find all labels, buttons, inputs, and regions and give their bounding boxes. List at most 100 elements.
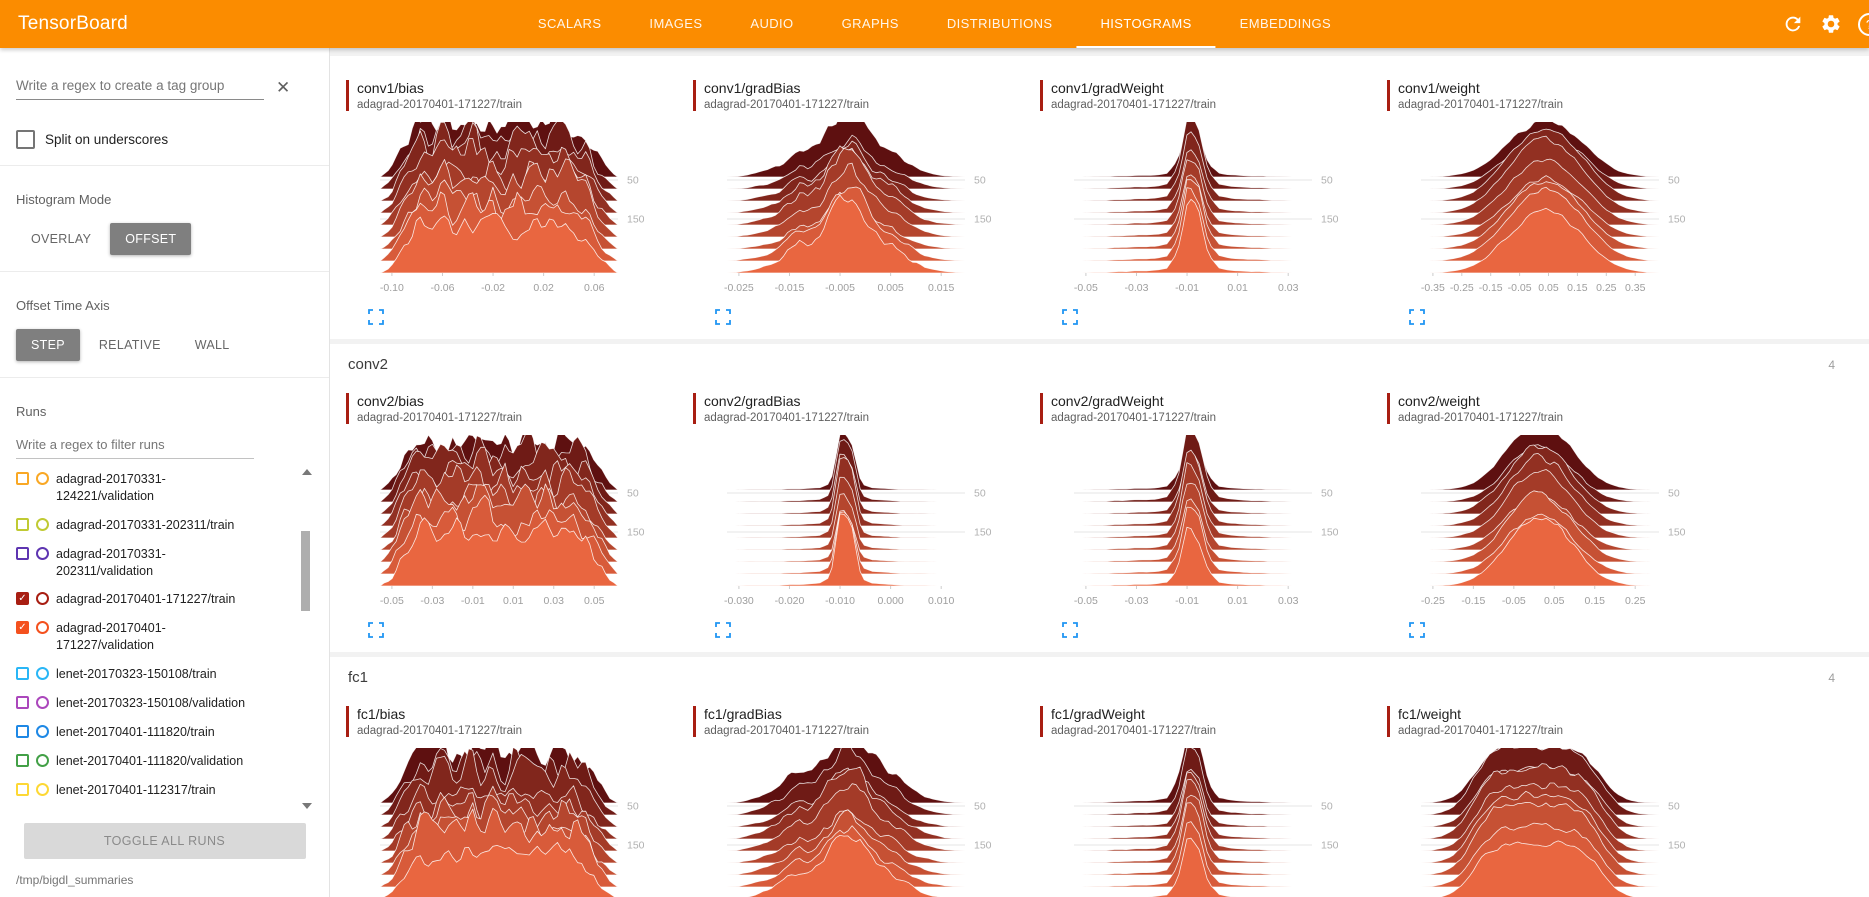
expand-icon-corner — [726, 309, 731, 315]
histogram-chart[interactable]: 50 150 — [372, 743, 672, 897]
chart-titles: conv1/weight adagrad-20170401-171227/trai… — [1398, 80, 1563, 111]
expand-icon-corner — [379, 309, 384, 315]
chart-card: conv2/weight adagrad-20170401-171227/trai… — [1387, 381, 1734, 650]
run-row[interactable]: lenet-20170401-112317/train — [16, 776, 295, 805]
scroll-up-icon[interactable] — [302, 469, 312, 475]
histogram-chart[interactable]: 50 150 -0.05 -0.03 -0.01 0.01 0.03 — [1066, 430, 1366, 620]
x-axis-label: 0.15 — [1585, 595, 1606, 607]
expand-icon[interactable] — [1062, 622, 1078, 639]
histogram-chart[interactable]: 50 150 -0.05 -0.03 -0.01 0.01 0.03 0.05 — [372, 430, 672, 620]
section-title: fc1 — [348, 669, 369, 687]
histogram-chart[interactable]: 50 150 -0.030 -0.020 -0.010 0.000 0.010 — [719, 430, 1019, 620]
chart-card: conv2/gradBias adagrad-20170401-171227/tr… — [693, 381, 1040, 650]
split-underscores-checkbox[interactable]: Split on underscores — [16, 130, 313, 149]
expand-icon[interactable] — [1409, 309, 1425, 325]
chart-titles: conv2/gradWeight adagrad-20170401-171227/… — [1051, 393, 1216, 424]
tab-distributions[interactable]: DISTRIBUTIONS — [946, 15, 1053, 31]
offset-time-axis-relative-button[interactable]: RELATIVE — [84, 329, 176, 361]
histogram-ridge — [726, 513, 966, 587]
chart-title: fc1/gradBias — [704, 706, 782, 723]
histogram-mode-offset-button[interactable]: OFFSET — [110, 223, 192, 255]
scroll-down-icon[interactable] — [302, 803, 312, 809]
run-row[interactable]: ✓ adagrad-20170401-171227/validation — [16, 614, 295, 660]
run-row[interactable]: adagrad-20170331-202311/validation — [16, 540, 295, 586]
log-directory: /tmp/bigdl_summaries — [16, 873, 134, 887]
expand-icon[interactable] — [368, 622, 384, 639]
run-radio-icon — [36, 517, 49, 531]
tab-embeddings[interactable]: EMBEDDINGS — [1239, 15, 1332, 31]
runs-scrollbar[interactable] — [299, 465, 313, 813]
expand-icon[interactable] — [1409, 622, 1425, 639]
x-axis-label: -0.025 — [724, 282, 754, 294]
offset-time-axis-label: Offset Time Axis — [16, 298, 110, 313]
run-radio-icon — [36, 753, 49, 767]
histogram-chart[interactable]: 50 150 -0.025 -0.015 -0.005 0.005 0.015 — [719, 117, 1019, 307]
histogram-chart[interactable]: 50 150 -0.35 -0.25 -0.15 -0.05 0.05 0.15 0.25 0.3… — [1413, 117, 1713, 307]
runs-filter-input[interactable] — [16, 433, 254, 459]
run-row[interactable]: adagrad-20170331-124221/validation — [16, 465, 295, 511]
y-axis-label: 50 — [1321, 801, 1333, 813]
chart-run-name: adagrad-20170401-171227/train — [1051, 99, 1216, 112]
expand-icon[interactable] — [1062, 309, 1078, 325]
histogram-chart[interactable]: 50 150 -0.05 -0.03 -0.01 0.01 0.03 — [1066, 117, 1366, 307]
toggle-all-runs-button[interactable]: TOGGLE ALL RUNS — [23, 823, 306, 859]
x-axis-label: 0.01 — [1227, 595, 1248, 607]
run-row[interactable]: lenet-20170323-150108/validation — [16, 689, 295, 718]
chart-card: conv1/weight adagrad-20170401-171227/trai… — [1387, 68, 1734, 337]
histogram-chart[interactable]: 50 150 -0.25 -0.15 -0.05 0.05 0.15 0.25 — [1413, 430, 1713, 620]
x-axis-label: -0.05 — [1508, 282, 1532, 294]
tab-images[interactable]: IMAGES — [649, 15, 703, 31]
histogram-ridge — [1420, 207, 1660, 274]
help-icon[interactable]: ? — [1858, 12, 1869, 36]
refresh-icon[interactable] — [1782, 13, 1804, 35]
run-color-bar — [1387, 393, 1390, 425]
chart-card-header: conv1/bias adagrad-20170401-171227/train — [346, 80, 693, 111]
x-axis-label: -0.01 — [1175, 595, 1199, 607]
ridgeline-group — [1073, 122, 1313, 274]
histogram-chart[interactable]: 50 150 — [719, 743, 1019, 897]
tab-audio[interactable]: AUDIO — [750, 15, 794, 31]
chart-run-name: adagrad-20170401-171227/train — [704, 99, 869, 112]
chart-card-header: conv1/weight adagrad-20170401-171227/trai… — [1387, 80, 1734, 111]
x-axis-label: 0.01 — [503, 595, 524, 607]
histogram-chart[interactable]: 50 150 -0.10 -0.06 -0.02 0.02 0.06 — [372, 117, 672, 307]
run-radio-icon — [36, 724, 49, 738]
histogram-ridge — [1073, 198, 1313, 274]
run-label: lenet-20170401-112317/train — [56, 782, 216, 797]
run-row[interactable]: adagrad-20170331-202311/train — [16, 511, 295, 540]
histogram-chart[interactable]: 50 150 — [1413, 743, 1713, 897]
tab-scalars[interactable]: SCALARS — [537, 15, 602, 31]
run-color-bar — [1040, 393, 1043, 425]
offset-time-axis-wall-button[interactable]: WALL — [180, 329, 245, 361]
run-row[interactable]: lenet-20170401-111820/train — [16, 718, 295, 747]
x-axis-label: -0.03 — [420, 595, 444, 607]
run-row[interactable]: lenet-20170401-111820/validation — [16, 747, 295, 776]
x-axis-label: -0.010 — [825, 595, 855, 607]
tab-histograms[interactable]: HISTOGRAMS — [1076, 0, 1216, 48]
chart-titles: conv2/gradBias adagrad-20170401-171227/tr… — [704, 393, 869, 424]
clear-tag-regex-icon[interactable]: ✕ — [276, 78, 291, 97]
chart-title: fc1/bias — [357, 706, 406, 723]
run-row[interactable]: lenet-20170323-150108/train — [16, 660, 295, 689]
histogram-mode-overlay-button[interactable]: OVERLAY — [16, 223, 106, 255]
chart-run-name: adagrad-20170401-171227/train — [1051, 725, 1216, 738]
scrollbar-thumb[interactable] — [301, 531, 310, 611]
ridgeline-group — [726, 748, 966, 897]
expand-icon[interactable] — [715, 309, 731, 325]
tab-graphs[interactable]: GRAPHS — [841, 15, 899, 31]
chart-titles: conv1/bias adagrad-20170401-171227/train — [357, 80, 522, 111]
offset-time-axis-step-button[interactable]: STEP — [16, 329, 80, 361]
expand-icon[interactable] — [715, 622, 731, 639]
run-row[interactable]: ✓ adagrad-20170401-171227/train — [16, 585, 295, 614]
tag-regex-input[interactable] — [16, 74, 264, 100]
chart-grid: conv2/bias adagrad-20170401-171227/train 5… — [330, 381, 1869, 652]
x-axis-label: -0.01 — [1175, 282, 1199, 294]
histogram-chart[interactable]: 50 150 — [1066, 743, 1366, 897]
settings-gear-icon[interactable] — [1820, 13, 1842, 35]
run-checkbox-icon — [16, 782, 29, 796]
run-label: lenet-20170401-111820/train — [56, 724, 215, 739]
expand-icon[interactable] — [368, 309, 384, 325]
y-axis-label: 50 — [1668, 175, 1680, 187]
y-axis-label: 150 — [627, 214, 645, 226]
expand-icon-corner — [1073, 633, 1078, 639]
